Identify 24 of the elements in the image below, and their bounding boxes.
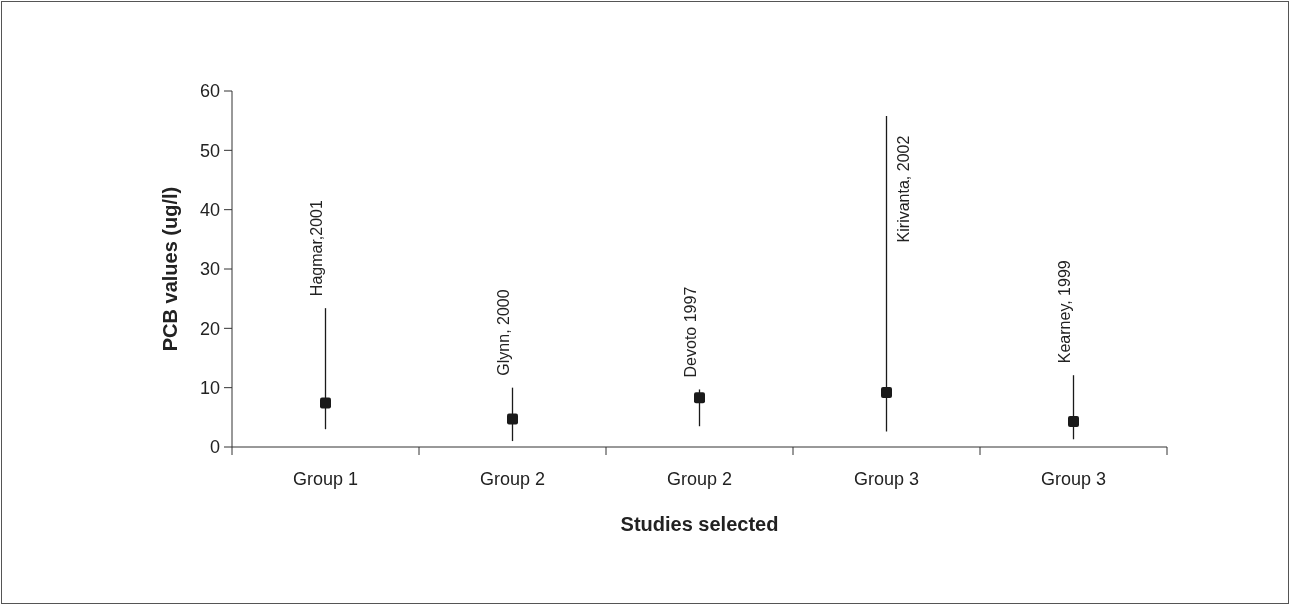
x-tick-label: Group 3 [1040,469,1107,489]
x-tick-label: Group 1 [292,469,359,489]
y-tick-label: 10 [199,377,220,398]
annotation: Kirivanta, 2002 [894,135,912,243]
y-tick-label: 60 [199,81,220,102]
annotation: Hagmar,2001 [307,200,325,297]
x-tick-label: Group 2 [666,469,733,489]
annotation: Devoto 1997 [681,286,699,378]
y-tick-label: 20 [199,318,220,339]
x-axis-title: Studies selected [620,513,779,535]
x-tick-label: Group 2 [479,469,546,489]
point [320,397,331,409]
point [694,392,705,404]
point [1068,415,1079,427]
point [507,413,518,425]
y-tick-label: 0 [209,437,220,458]
y-tick-label: 40 [199,199,220,220]
y-axis-title: PCB values (ug/l) [159,186,181,352]
y-tick-label: 50 [199,140,220,161]
annotation: Glynn, 2000 [494,289,512,376]
x-tick-label: Group 3 [853,469,920,489]
annotation: Kearney, 1999 [1055,260,1073,364]
y-tick-label: 30 [199,259,220,280]
point [881,386,892,398]
